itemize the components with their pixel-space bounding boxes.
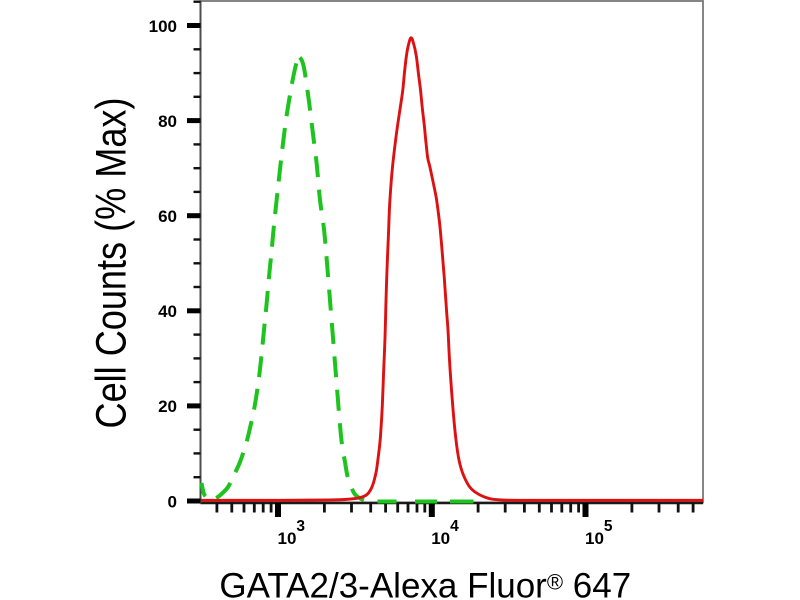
svg-text:Cell Counts (% Max): Cell Counts (% Max) [88,97,136,428]
svg-text:60: 60 [158,207,177,226]
svg-text:GATA2/3-Alexa Fluor® 647: GATA2/3-Alexa Fluor® 647 [219,566,631,600]
svg-text:80: 80 [158,112,177,131]
svg-text:100: 100 [149,17,177,36]
svg-text:20: 20 [158,397,177,416]
svg-text:0: 0 [168,492,177,511]
svg-text:40: 40 [158,302,177,321]
